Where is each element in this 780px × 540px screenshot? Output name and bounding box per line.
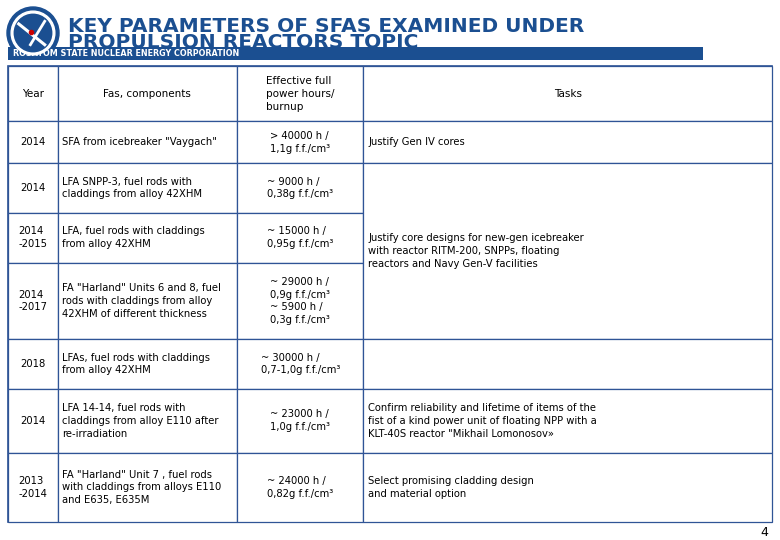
Bar <box>363 339 772 389</box>
Text: LFA 14-14, fuel rods with
claddings from alloy E110 after
re-irradiation: LFA 14-14, fuel rods with claddings from… <box>62 403 218 438</box>
Bar <box>237 213 363 263</box>
Bar <box>58 389 237 453</box>
Text: > 40000 h /
1,1g f.f./cm³: > 40000 h / 1,1g f.f./cm³ <box>270 131 330 154</box>
Text: ~ 23000 h /
1,0g f.f./cm³: ~ 23000 h / 1,0g f.f./cm³ <box>270 409 330 432</box>
Bar <box>8 453 58 522</box>
Text: 2014: 2014 <box>20 137 45 147</box>
Bar <box>8 339 58 389</box>
Bar <box>237 66 363 122</box>
Text: ROSATOM STATE NUCLEAR ENERGY CORPORATION: ROSATOM STATE NUCLEAR ENERGY CORPORATION <box>13 49 239 58</box>
Bar <box>237 163 363 213</box>
Text: KEY PARAMETERS OF SFAS EXAMINED UNDER: KEY PARAMETERS OF SFAS EXAMINED UNDER <box>68 17 584 36</box>
Text: FA "Harland" Unit 7 , fuel rods
with claddings from alloys E110
and E635, E635M: FA "Harland" Unit 7 , fuel rods with cla… <box>62 470 221 505</box>
Text: Fas, components: Fas, components <box>104 89 191 99</box>
Bar <box>363 163 772 339</box>
Bar <box>363 122 772 163</box>
Text: ~ 15000 h /
0,95g f.f./cm³: ~ 15000 h / 0,95g f.f./cm³ <box>267 226 333 249</box>
Text: LFA, fuel rods with claddings
from alloy 42XHM: LFA, fuel rods with claddings from alloy… <box>62 226 204 249</box>
Bar <box>8 213 58 263</box>
Text: ~ 9000 h /
0,38g f.f./cm³: ~ 9000 h / 0,38g f.f./cm³ <box>268 177 333 199</box>
Circle shape <box>14 14 51 52</box>
Circle shape <box>11 11 55 55</box>
Bar <box>363 66 772 122</box>
Text: 2014
-2017: 2014 -2017 <box>18 289 48 312</box>
Bar <box>237 339 363 389</box>
Text: LFAs, fuel rods with claddings
from alloy 42XHM: LFAs, fuel rods with claddings from allo… <box>62 353 210 375</box>
Text: 2014: 2014 <box>20 183 45 193</box>
Text: ~ 24000 h /
0,82g f.f./cm³: ~ 24000 h / 0,82g f.f./cm³ <box>267 476 333 499</box>
Bar <box>58 263 237 339</box>
Text: PROPULSION REACTORS TOPIC: PROPULSION REACTORS TOPIC <box>68 33 418 52</box>
Bar <box>8 263 58 339</box>
Text: Tasks: Tasks <box>554 89 582 99</box>
Bar <box>58 163 237 213</box>
Text: FA "Harland" Units 6 and 8, fuel
rods with claddings from alloy
42XHM of differe: FA "Harland" Units 6 and 8, fuel rods wi… <box>62 283 221 319</box>
Bar <box>58 66 237 122</box>
Bar <box>58 122 237 163</box>
Bar <box>237 453 363 522</box>
Text: Justify core designs for new-gen icebreaker
with reactor RITM-200, SNPPs, floati: Justify core designs for new-gen icebrea… <box>368 233 584 269</box>
Bar <box>8 47 703 60</box>
Bar <box>237 263 363 339</box>
Text: 2013
-2014: 2013 -2014 <box>19 476 48 499</box>
Bar <box>363 389 772 453</box>
Text: Justify Gen IV cores: Justify Gen IV cores <box>368 137 465 147</box>
Text: Effective full
power hours/
burnup: Effective full power hours/ burnup <box>266 76 335 112</box>
Bar <box>237 389 363 453</box>
Bar <box>58 453 237 522</box>
Bar <box>363 453 772 522</box>
Bar <box>237 122 363 163</box>
Bar <box>58 213 237 263</box>
Bar <box>8 66 772 522</box>
Bar <box>58 339 237 389</box>
Circle shape <box>7 7 59 59</box>
Bar <box>8 122 58 163</box>
Text: Select promising cladding design
and material option: Select promising cladding design and mat… <box>368 476 534 499</box>
Text: 4: 4 <box>760 526 768 539</box>
Bar <box>8 389 58 453</box>
Text: Confirm reliability and lifetime of items of the
fist of a kind power unit of fl: Confirm reliability and lifetime of item… <box>368 403 597 438</box>
Text: ~ 30000 h /
0,7-1,0g f.f./cm³: ~ 30000 h / 0,7-1,0g f.f./cm³ <box>261 353 340 375</box>
Text: 2014
-2015: 2014 -2015 <box>18 226 48 249</box>
Text: LFA SNPP-3, fuel rods with
claddings from alloy 42XHM: LFA SNPP-3, fuel rods with claddings fro… <box>62 177 202 199</box>
Text: SFA from icebreaker "Vaygach": SFA from icebreaker "Vaygach" <box>62 137 217 147</box>
Text: Year: Year <box>22 89 44 99</box>
Text: ~ 29000 h /
0,9g f.f./cm³
~ 5900 h /
0,3g f.f./cm³: ~ 29000 h / 0,9g f.f./cm³ ~ 5900 h / 0,3… <box>270 276 330 325</box>
Text: 2014: 2014 <box>20 416 45 426</box>
Text: 2018: 2018 <box>20 359 45 369</box>
Bar <box>8 66 58 122</box>
Bar <box>8 163 58 213</box>
